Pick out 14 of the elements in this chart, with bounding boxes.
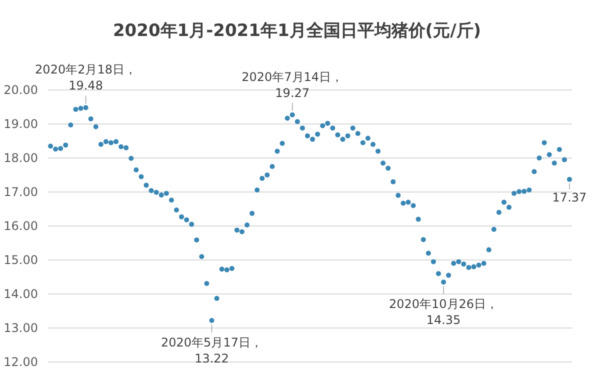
y-tick-label: 19.00 — [4, 117, 38, 132]
chart-title: 2020年1月-2021年1月全国日平均猪价(元/斤) — [112, 21, 482, 41]
annotation: 2020年10月26日， 14.35 — [388, 297, 498, 328]
y-tick-label: 13.00 — [4, 321, 38, 336]
y-tick-label: 14.00 — [4, 287, 38, 302]
y-tick-label: 20.00 — [4, 83, 38, 98]
y-tick-label: 18.00 — [4, 151, 38, 166]
y-tick-label: 16.00 — [4, 219, 38, 234]
annotation: 2020年5月17日， 13.22 — [161, 336, 262, 366]
y-tick-label: 15.00 — [4, 253, 38, 268]
data-label: 17.37 — [552, 190, 587, 204]
y-tick-label: 17.00 — [4, 185, 38, 200]
y-tick-label: 12.00 — [4, 355, 38, 370]
annotation: 2020年7月14日， 19.27 — [242, 70, 344, 100]
